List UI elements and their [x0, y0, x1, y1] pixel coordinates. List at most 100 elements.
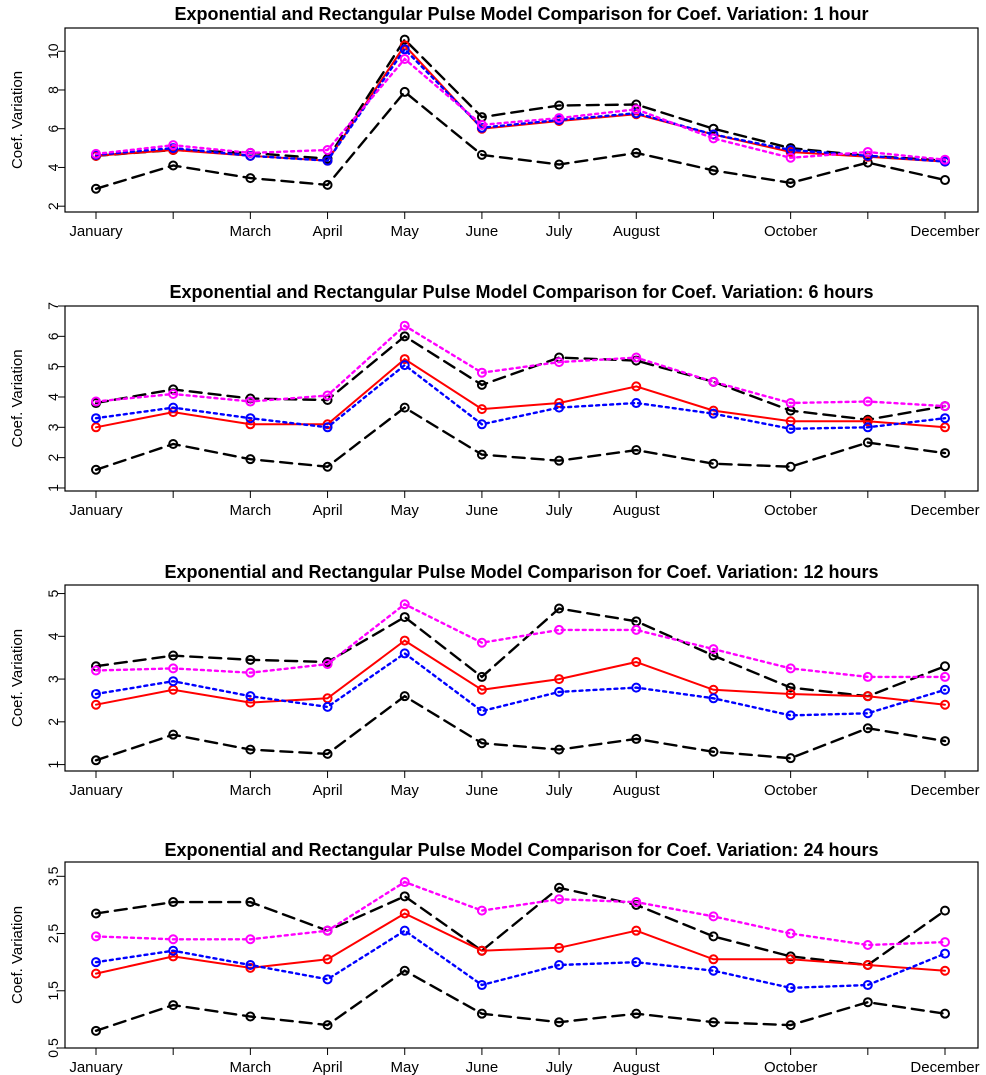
data-point [399, 965, 410, 976]
data-point [940, 661, 950, 672]
data-point [322, 461, 333, 472]
data-point [554, 159, 565, 170]
series-line-3 [95, 357, 946, 429]
data-point [631, 445, 642, 456]
series-line-5 [94, 324, 947, 408]
y-tick-label: 6 [45, 332, 61, 340]
data-point [708, 965, 719, 976]
data-point [322, 155, 333, 166]
y-axis-label: Coef. Variation [9, 71, 26, 169]
x-tick-label: July [546, 1059, 573, 1075]
data-point [399, 53, 410, 64]
data-point [476, 449, 487, 460]
x-tick-label: October [764, 782, 817, 799]
x-tick-label: December [910, 782, 979, 799]
data-point [862, 157, 873, 168]
series-line-1 [94, 607, 947, 698]
x-tick-label: June [466, 1059, 499, 1075]
x-tick-label: July [546, 223, 573, 240]
plot-frame [64, 584, 979, 772]
data-point [862, 960, 873, 971]
data-point [91, 957, 101, 968]
data-point [245, 897, 256, 908]
data-point [631, 897, 642, 908]
data-point [940, 699, 950, 710]
data-point [322, 1020, 333, 1031]
data-point [322, 701, 333, 712]
data-point [862, 723, 873, 734]
chart-title: Exponential and Rectangular Pulse Model … [169, 282, 873, 302]
data-point [91, 689, 101, 700]
data-point [631, 147, 642, 158]
series-line-4 [94, 929, 947, 990]
y-tick-label: 3 [45, 675, 61, 683]
data-point [554, 960, 565, 971]
data-point [476, 738, 487, 749]
data-point [554, 1017, 565, 1028]
data-point [940, 175, 950, 186]
data-point [940, 736, 950, 747]
data-point [245, 173, 256, 184]
data-point [554, 100, 565, 111]
data-point [399, 877, 410, 888]
y-tick-label: 2 [45, 202, 61, 210]
x-tick-label: October [764, 1059, 817, 1075]
y-tick-label: 3 [45, 423, 61, 431]
data-point [862, 437, 873, 448]
data-point [554, 603, 565, 614]
data-point [168, 650, 179, 661]
x-tick-label: August [613, 782, 661, 799]
data-point [940, 671, 950, 682]
data-point [554, 357, 565, 368]
y-tick-label: 5 [45, 363, 61, 371]
data-point [245, 744, 256, 755]
data-point [708, 911, 719, 922]
data-point [91, 148, 101, 159]
data-point [631, 398, 642, 409]
data-point [631, 957, 642, 968]
data-point [785, 398, 796, 409]
data-point [708, 408, 719, 419]
data-point [554, 686, 565, 697]
series-line-5 [94, 880, 947, 947]
y-tick-label: 4 [45, 393, 61, 401]
y-tick-label: 2 [45, 718, 61, 726]
data-point [168, 388, 179, 399]
data-point [785, 663, 796, 674]
data-point [708, 458, 719, 469]
x-tick-label: April [313, 223, 343, 240]
series-line-3 [95, 43, 946, 163]
data-point [399, 635, 410, 646]
data-point [708, 133, 719, 144]
data-point [476, 379, 487, 390]
data-point [399, 908, 410, 919]
x-tick-label: March [230, 223, 272, 240]
data-point [322, 974, 333, 985]
data-point [862, 422, 873, 433]
data-point [785, 753, 796, 764]
data-point [168, 676, 179, 687]
data-point [631, 656, 642, 667]
x-tick-label: June [466, 502, 499, 519]
data-point [554, 113, 565, 124]
data-point [785, 689, 796, 700]
data-point [862, 980, 873, 991]
data-point [91, 183, 101, 194]
data-point [940, 413, 950, 424]
data-point [245, 147, 256, 158]
x-tick-label: July [546, 502, 573, 519]
y-tick-label: 4 [45, 632, 61, 640]
data-point [476, 905, 487, 916]
data-point [708, 693, 719, 704]
data-point [91, 755, 101, 766]
data-point [399, 691, 410, 702]
y-axis-label: Coef. Variation [9, 629, 26, 727]
x-tick-label: March [230, 782, 272, 799]
data-point [631, 381, 642, 392]
x-tick-label: March [230, 502, 272, 519]
data-point [631, 1008, 642, 1019]
x-tick-label: August [613, 223, 661, 240]
data-point [785, 461, 796, 472]
data-point [322, 422, 333, 433]
x-tick-label: May [391, 223, 420, 240]
